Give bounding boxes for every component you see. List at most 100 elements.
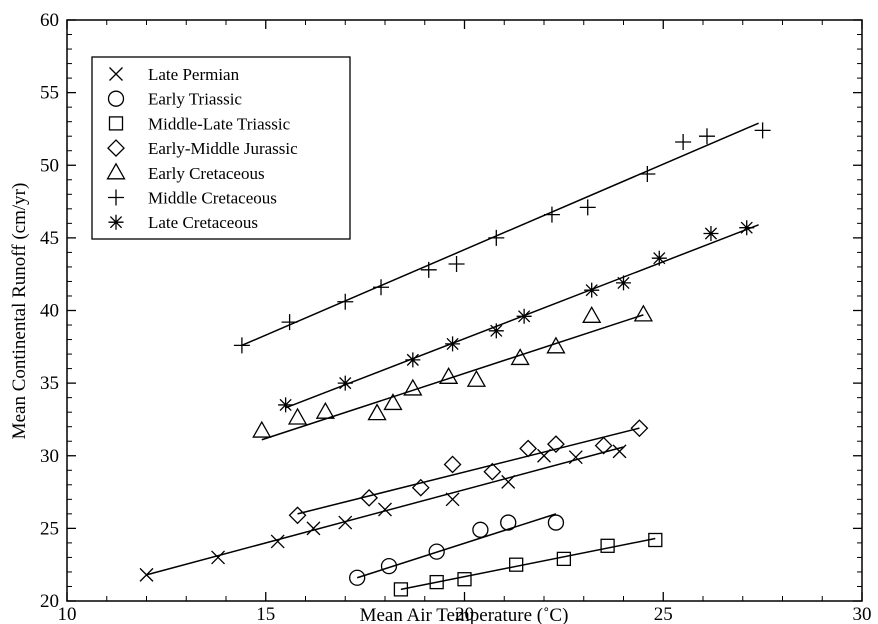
y-tick-label: 60 (40, 10, 59, 31)
point-late-cretaceous (278, 397, 294, 413)
point-early-triassic (428, 543, 445, 560)
legend-marker-middle-cretaceous (108, 189, 124, 206)
point-early-middle-jurassic (360, 488, 379, 507)
y-tick-label: 30 (40, 446, 59, 467)
point-middle-cretaceous (448, 256, 465, 273)
point-middle-cretaceous (337, 293, 354, 310)
legend-item-early-middle-jurassic: Early-Middle Jurassic (107, 139, 298, 158)
point-middle-cretaceous (281, 314, 298, 331)
legend-label: Late Permian (148, 65, 240, 84)
legend-item-late-cretaceous: Late Cretaceous (108, 213, 258, 232)
point-late-permian (445, 492, 460, 507)
fit-line-early-middle-jurassic (297, 427, 640, 515)
point-late-cretaceous (405, 352, 421, 368)
point-late-cretaceous (445, 336, 461, 352)
point-late-permian (537, 448, 551, 463)
point-middle-cretaceous (543, 206, 560, 223)
legend-item-late-permian: Late Permian (109, 65, 240, 84)
point-early-middle-jurassic (411, 478, 430, 497)
point-early-cretaceous (582, 305, 602, 323)
point-early-triassic (349, 569, 366, 586)
point-middle-late-triassic (648, 532, 663, 548)
point-late-permian (378, 502, 392, 517)
point-late-permian (270, 534, 285, 549)
point-early-cretaceous (315, 401, 335, 419)
point-late-cretaceous (337, 375, 353, 391)
point-early-cretaceous (466, 369, 487, 387)
y-tick-label: 45 (40, 228, 59, 249)
y-axis: 20 25 30 35 40 45 50 55 60 (40, 10, 862, 612)
legend-item-early-cretaceous: Early Cretaceous (106, 162, 265, 183)
point-middle-cretaceous (754, 122, 771, 139)
point-late-permian (568, 450, 583, 465)
point-early-middle-jurassic (519, 439, 538, 458)
point-late-permian (612, 444, 627, 459)
x-tick-label: 30 (853, 604, 872, 624)
x-tick-label: 10 (58, 604, 77, 624)
point-late-cretaceous (651, 250, 667, 266)
point-late-cretaceous (739, 220, 755, 236)
point-early-cretaceous (252, 420, 272, 438)
legend-marker-early-middle-jurassic (107, 139, 125, 158)
data-points (139, 122, 771, 597)
point-late-permian (306, 521, 321, 536)
point-middle-cretaceous (579, 199, 596, 216)
point-late-cretaceous (516, 308, 532, 324)
point-middle-cretaceous (233, 337, 250, 354)
legend-label: Early Cretaceous (148, 164, 265, 183)
legend-item-middle-cretaceous: Middle Cretaceous (108, 189, 277, 208)
point-middle-late-triassic (556, 551, 572, 567)
point-late-cretaceous (616, 275, 631, 291)
legend-label: Early Triassic (148, 90, 242, 109)
point-middle-late-triassic (457, 572, 472, 587)
point-late-cretaceous (703, 226, 719, 242)
point-early-cretaceous (438, 366, 459, 384)
point-late-permian (338, 515, 353, 530)
point-late-permian (211, 550, 226, 565)
point-middle-cretaceous (488, 229, 505, 246)
x-tick-label: 25 (654, 604, 673, 624)
fit-line-middle-cretaceous (241, 122, 759, 347)
legend-label: Early-Middle Jurassic (148, 139, 298, 158)
y-tick-label: 35 (40, 373, 59, 394)
legend-label: Middle Cretaceous (148, 189, 277, 208)
legend-marker-middle-late-triassic (108, 116, 124, 131)
legend-label: Late Cretaceous (148, 213, 258, 232)
point-middle-late-triassic (393, 582, 409, 597)
point-early-cretaceous (633, 304, 653, 322)
point-early-middle-jurassic (443, 455, 462, 474)
y-tick-label: 20 (40, 591, 59, 612)
fit-line-middle-late-triassic (400, 537, 656, 591)
legend-marker-early-cretaceous (106, 162, 126, 180)
point-early-cretaceous (287, 407, 308, 425)
fit-line-late-permian (146, 446, 624, 576)
point-early-middle-jurassic (594, 436, 613, 455)
x-axis-title: Mean Air Temperature (˚C) (360, 605, 569, 624)
point-early-middle-jurassic (547, 435, 565, 454)
y-tick-label: 50 (40, 155, 59, 176)
legend-marker-late-cretaceous (108, 214, 124, 230)
point-early-cretaceous (403, 378, 423, 396)
point-early-middle-jurassic (288, 506, 307, 525)
point-early-triassic (547, 514, 565, 531)
point-early-cretaceous (510, 348, 530, 366)
point-late-cretaceous (488, 323, 504, 339)
legend-marker-late-permian (109, 67, 123, 81)
point-early-middle-jurassic (483, 462, 502, 481)
point-early-cretaceous (546, 336, 566, 354)
point-middle-cretaceous (675, 134, 692, 151)
x-tick-label: 15 (256, 604, 275, 624)
y-tick-label: 25 (40, 518, 59, 539)
point-late-cretaceous (584, 282, 600, 298)
y-tick-label: 40 (40, 301, 59, 322)
legend-label: Middle-Late Triassic (148, 114, 291, 133)
point-late-permian (501, 474, 516, 489)
y-tick-label: 55 (40, 83, 59, 104)
point-early-cretaceous (367, 403, 387, 421)
point-late-permian (139, 567, 154, 582)
point-middle-cretaceous (373, 279, 390, 296)
point-early-middle-jurassic (630, 419, 649, 438)
y-axis-title: Mean Continental Runoff (cm/yr) (9, 183, 30, 440)
fit-line-early-triassic (356, 513, 557, 579)
